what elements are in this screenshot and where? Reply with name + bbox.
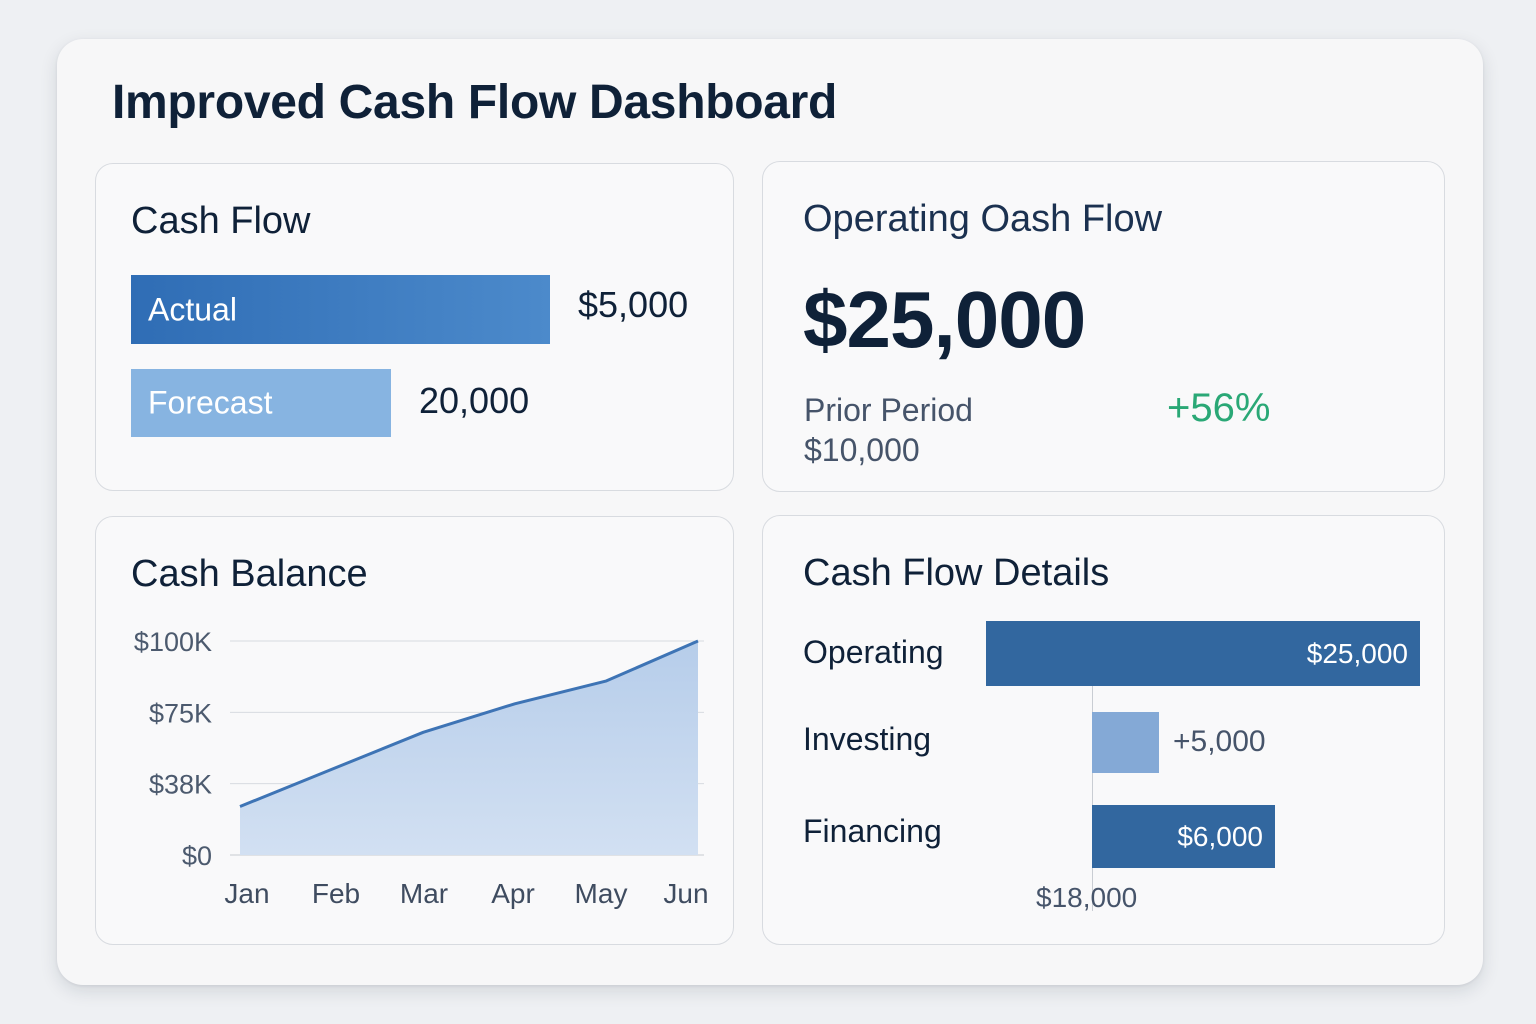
details-footer-value: $18,000 [1036,882,1138,913]
x-tick-label: Apr [491,878,535,909]
investing-row-value: +5,000 [1173,725,1266,758]
change-indicator: +56% [1167,386,1271,430]
x-tick-label: Feb [312,878,360,909]
operating-cash-flow-card: Operating Oash Flow $25,000 Prior Period… [762,161,1445,492]
details-title: Cash Flow Details [803,552,1110,594]
actual-bar: Actual [131,275,550,344]
x-tick-label: Mar [400,878,448,909]
forecast-bar: Forecast [131,369,391,437]
y-tick-label: $100K [134,627,212,657]
y-tick-label: $75K [149,698,212,728]
details-axis-line [1092,686,1093,911]
operating-row-value: $25,000 [1306,637,1408,669]
y-tick-label: $38K [149,770,212,800]
operating-row-bar: $25,000 [986,621,1420,686]
operating-row-label: Operating [803,634,944,670]
actual-label: Actual [148,291,237,327]
prior-period-label: Prior Period [804,392,973,428]
actual-value: $5,000 [578,284,689,325]
prior-period-value: $10,000 [804,432,920,468]
investing-row-label: Investing [803,721,932,757]
cash-balance-title: Cash Balance [131,553,368,595]
financing-row-value: $6,000 [1177,820,1263,852]
operating-value: $25,000 [803,275,1086,364]
forecast-value: 20,000 [419,380,530,421]
y-tick-label: $0 [182,841,212,871]
cash-flow-card: Cash Flow Actual $5,000 Forecast 20,000 [95,163,734,491]
area-fill [240,641,698,855]
financing-row-label: Financing [803,813,942,849]
cash-flow-title: Cash Flow [131,200,311,242]
cash-flow-details-card: Cash Flow Details Operating $25,000 Inve… [762,515,1445,945]
investing-row-bar [1092,712,1159,773]
cash-balance-chart: $100K $75K $38K $0 Jan Feb Mar Apr May Jun [134,627,709,909]
x-tick-label: Jan [224,878,269,909]
x-tick-label: May [575,878,628,909]
forecast-label: Forecast [148,384,273,421]
financing-row-bar: $6,000 [1092,805,1275,868]
cash-balance-card: Cash Balance $100K $75K $38K $0 Jan Feb Mar Apr… [95,516,734,945]
dashboard-title: Improved Cash Flow Dashboard [112,76,838,129]
operating-title: Operating Oash Flow [803,198,1163,240]
series-line [239,639,699,808]
x-tick-label: Jun [663,878,708,909]
dashboard: Improved Cash Flow Dashboard Cash Flow A… [57,39,1483,985]
